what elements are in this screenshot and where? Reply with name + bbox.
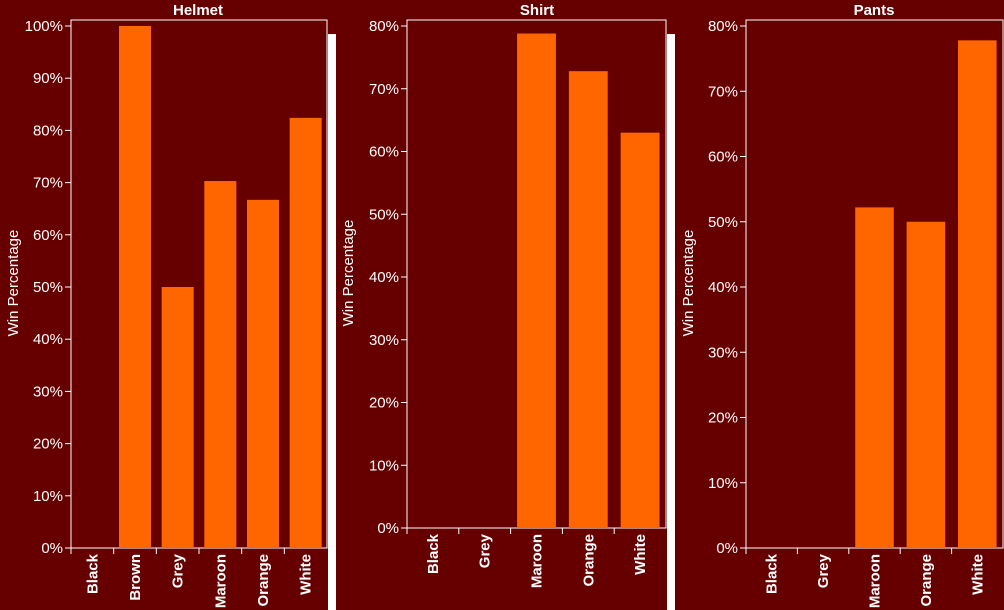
helmet-chart-title: Helmet (173, 2, 223, 19)
helmet-y-tick-label: 0% (41, 540, 63, 557)
helmet-y-tick-label: 40% (33, 331, 63, 348)
shirt-y-tick-label: 10% (369, 457, 399, 474)
helmet-plot-frame (70, 19, 328, 549)
helmet-y-tick-label: 10% (33, 488, 63, 505)
panel-divider-right (667, 34, 675, 610)
helmet-y-tick-label: 20% (33, 436, 63, 453)
helmet-x-tick-label-black: Black (84, 553, 101, 594)
helmet-y-tick-label: 100% (25, 18, 63, 35)
pants-y-tick-label: 20% (708, 410, 738, 427)
shirt-x-tick-label-black: Black (425, 533, 442, 574)
pants-y-tick-label: 50% (708, 214, 738, 231)
helmet-x-tick-label-orange: Orange (255, 554, 272, 607)
shirt-bar-orange (568, 71, 608, 529)
shirt-y-tick-label: 20% (369, 395, 399, 412)
shirt-x-tick-label-white: White (632, 534, 649, 575)
helmet-bar-maroon (204, 181, 237, 548)
shirt-y-tick-label: 50% (369, 206, 399, 223)
shirt-y-tick-label: 40% (369, 269, 399, 286)
helmet-x-tick-label-brown: Brown (127, 554, 144, 601)
helmet-y-tick-label: 90% (33, 70, 63, 87)
helmet-y-tick-label: 60% (33, 227, 63, 244)
helmet-x-tick-label-grey: Grey (170, 553, 187, 588)
shirt-bar-white (620, 132, 660, 529)
helmet-y-tick-label: 30% (33, 383, 63, 400)
shirt-y-tick-label: 80% (369, 18, 399, 35)
shirt-x-tick-label-maroon: Maroon (529, 534, 546, 588)
shirt-plot: 0% 10% 20% 30% 40% 50% 60% 70% 80% Black Grey Maroo… (369, 18, 667, 588)
pants-bar-orange (906, 221, 946, 548)
pants-y-tick-label: 60% (708, 149, 738, 166)
pants-y-tick-label: 30% (708, 344, 738, 361)
shirt-chart: Shirt Win Percentage (340, 2, 554, 326)
helmet-bar-grey (161, 287, 194, 548)
pants-y-axis-label: Win Percentage (680, 230, 697, 337)
helmet-plot: 0% 10% 20% 30% 40% 50% 60% 70% 80% 90% 100% Black Br… (25, 18, 328, 608)
pants-y-tick-label: 40% (708, 279, 738, 296)
helmet-bar-brown (119, 26, 151, 548)
helmet-y-tick-label: 70% (33, 175, 63, 192)
shirt-chart-title: Shirt (520, 2, 554, 19)
pants-y-tick-label: 80% (708, 18, 738, 35)
shirt-y-tick-label: 60% (369, 144, 399, 161)
shirt-y-axis-label: Win Percentage (340, 220, 357, 327)
shirt-y-tick-label: 70% (369, 81, 399, 98)
pants-x-tick-label-white: White (969, 554, 986, 595)
helmet-x-tick-label-maroon: Maroon (212, 554, 229, 608)
shirt-y-tick-label: 0% (377, 520, 399, 537)
pants-x-tick-label-black: Black (764, 553, 781, 594)
pants-y-tick-label: 10% (708, 475, 738, 492)
pants-plot: 0% 10% 20% 30% 40% 50% 60% 70% 80% Black Grey Maroo… (708, 18, 1004, 608)
helmet-bar-orange (247, 199, 279, 549)
pants-bar-white (958, 40, 997, 548)
shirt-x-tick-label-orange: Orange (580, 534, 597, 587)
pants-x-tick-label-maroon: Maroon (867, 554, 884, 608)
helmet-y-tick-label: 80% (33, 122, 63, 139)
pants-x-tick-label-grey: Grey (815, 553, 832, 588)
helmet-y-tick-label: 50% (33, 279, 63, 296)
pants-x-tick-label-orange: Orange (918, 554, 935, 607)
pants-chart-title: Pants (854, 2, 895, 19)
panel-divider-left (328, 34, 336, 610)
helmet-chart: Helmet Win Percentage (5, 2, 223, 336)
pants-y-tick-label: 0% (716, 540, 738, 557)
pants-bar-maroon (855, 207, 894, 548)
helmet-x-tick-label-white: White (298, 554, 315, 595)
helmet-y-axis-label: Win Percentage (5, 230, 22, 337)
shirt-x-tick-label-grey: Grey (477, 533, 494, 568)
shirt-y-tick-label: 30% (369, 332, 399, 349)
pants-chart: Pants Win Percentage (680, 2, 894, 336)
pants-y-tick-label: 70% (708, 83, 738, 100)
shirt-bar-maroon (517, 33, 556, 528)
helmet-bar-white (289, 117, 322, 548)
